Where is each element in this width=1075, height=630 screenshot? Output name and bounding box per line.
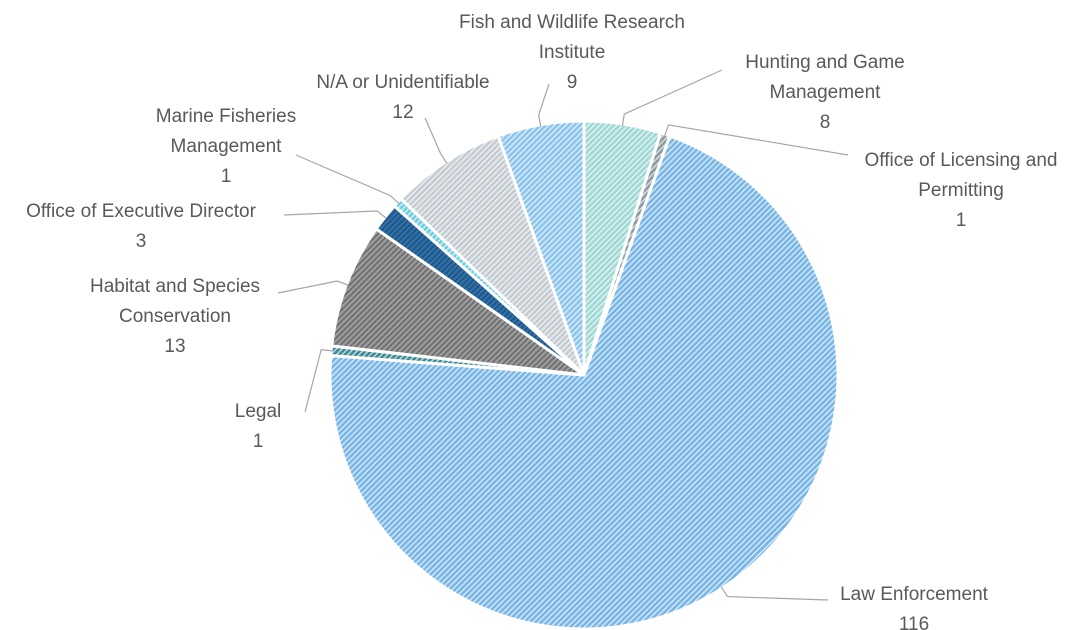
data-label-fish-and-wildlife-research-institute: Fish and Wildlife Research Institute 9 <box>459 12 685 93</box>
value-label-fish-and-wildlife-research-institute: 9 <box>567 72 578 93</box>
value-label-n-a-or-unidentifiable: 12 <box>392 102 413 123</box>
leader-line-n-a-or-unidentifiable <box>424 117 448 164</box>
leader-line-office-of-executive-director <box>283 210 387 219</box>
leader-line-habitat-and-species-conservation <box>277 280 349 294</box>
leader-line-marine-fisheries-management <box>295 154 400 205</box>
value-label-habitat-and-species-conservation: 13 <box>164 336 185 357</box>
value-label-office-of-licensing-and-permitting: 1 <box>956 210 967 231</box>
leader-line-hunting-and-game-management <box>621 69 723 127</box>
data-label-habitat-and-species-conservation: Habitat and Species Conservation 13 <box>90 276 260 357</box>
value-label-marine-fisheries-management: 1 <box>221 166 232 187</box>
pie-slices <box>328 119 840 630</box>
leader-line-law-enforcement <box>720 586 829 601</box>
value-label-law-enforcement: 116 <box>899 614 929 630</box>
data-label-law-enforcement: Law Enforcement 116 <box>840 584 989 630</box>
data-label-n-a-or-unidentifiable: N/A or Unidentifiable 12 <box>316 72 489 123</box>
leader-line-office-of-licensing-and-permitting <box>664 124 849 156</box>
data-label-hunting-and-game-management: Hunting and Game Management 8 <box>745 52 905 133</box>
value-label-office-of-executive-director: 3 <box>136 231 147 252</box>
data-label-marine-fisheries-management: Marine Fisheries Management 1 <box>156 106 296 187</box>
leader-lines <box>277 69 849 601</box>
value-label-legal: 1 <box>253 431 264 452</box>
value-label-hunting-and-game-management: 8 <box>820 112 831 133</box>
data-label-office-of-executive-director: Office of Executive Director 3 <box>26 201 257 252</box>
leader-line-fish-and-wildlife-research-institute <box>538 83 550 127</box>
data-label-legal: Legal 1 <box>235 401 282 452</box>
data-labels: Hunting and Game Management 8 Office of Lic… <box>26 12 1057 630</box>
leader-line-legal <box>304 349 334 413</box>
data-label-office-of-licensing-and-permitting: Office of Licensing and Permitting 1 <box>865 150 1058 231</box>
